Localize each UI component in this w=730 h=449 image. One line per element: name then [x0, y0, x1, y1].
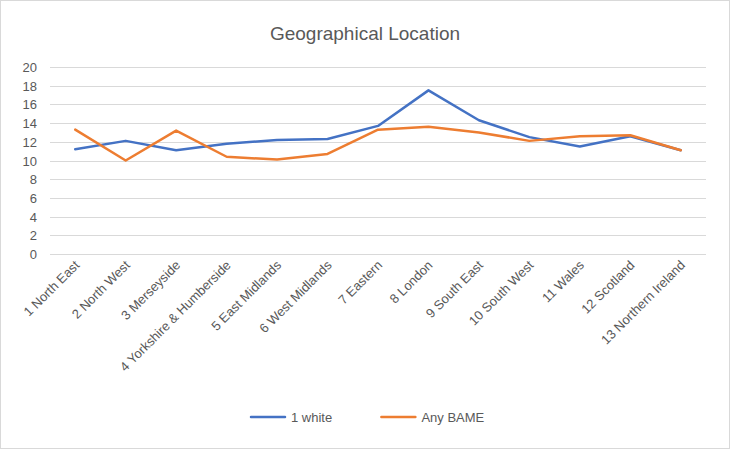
y-tick-label: 12 [23, 135, 37, 150]
x-tick-label: 10 South West [466, 257, 537, 328]
x-tick-label: 6 West Midlands [256, 257, 335, 336]
series-line [75, 127, 681, 161]
grid-line [50, 198, 706, 199]
x-tick-label: 8 London [387, 258, 436, 307]
x-tick-label: 13 Northern Ireland [598, 258, 688, 348]
legend-label: 1 white [291, 410, 332, 425]
y-tick-label: 20 [23, 60, 37, 75]
grid-line [50, 254, 706, 255]
x-tick-label: 7 Eastern [335, 258, 385, 308]
y-tick-label: 8 [30, 172, 37, 187]
grid-line [50, 161, 706, 162]
legend-swatch [381, 416, 415, 419]
series-lines [75, 90, 681, 160]
grid-line [50, 67, 706, 68]
x-axis-line [50, 254, 706, 255]
y-tick-label: 0 [30, 247, 37, 262]
y-tick-label: 2 [30, 228, 37, 243]
chart-border [1, 1, 730, 449]
chart-title: Geographical Location [270, 23, 460, 44]
y-tick-label: 18 [23, 79, 37, 94]
x-tick-label: 11 Wales [539, 257, 587, 305]
chart: Geographical Location 0 2 4 6 8 10 12 14 16 18 20 1 … [0, 0, 730, 449]
y-tick-label: 4 [30, 210, 37, 225]
grid-line [50, 86, 706, 87]
grid-line [50, 123, 706, 124]
grid-line [50, 179, 706, 180]
series-line [75, 90, 681, 150]
grid-line [50, 235, 706, 236]
legend-swatch [251, 416, 285, 419]
legend: 1 white Any BAME [251, 410, 485, 425]
y-tick-label: 6 [30, 191, 37, 206]
y-tick-label: 16 [23, 97, 37, 112]
chart-root: Geographical Location 0 2 4 6 8 10 12 14 16 18 20 1 … [0, 0, 730, 449]
grid [50, 68, 706, 255]
y-tick-label: 14 [23, 116, 37, 131]
grid-line [50, 104, 706, 105]
y-tick-label: 10 [23, 154, 37, 169]
grid-line [50, 142, 706, 143]
legend-label: Any BAME [421, 410, 484, 425]
grid-line [50, 217, 706, 218]
